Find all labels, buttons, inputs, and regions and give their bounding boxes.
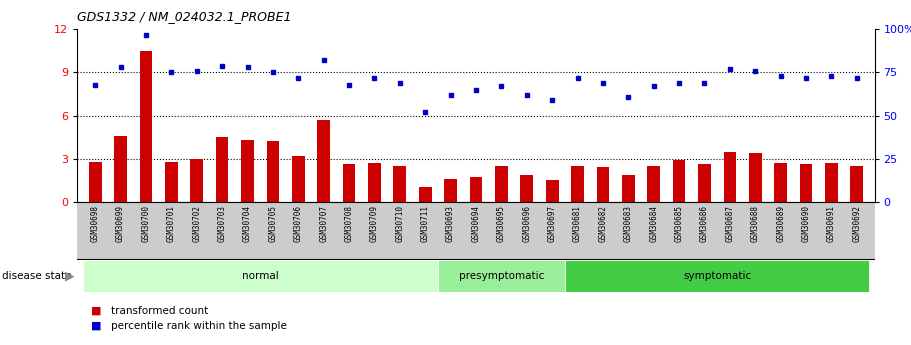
Text: symptomatic: symptomatic	[683, 271, 752, 281]
Bar	[723, 151, 736, 202]
Text: GSM30690: GSM30690	[802, 205, 811, 242]
Bar	[419, 187, 432, 202]
Bar	[139, 51, 152, 202]
Bar	[438, 260, 565, 292]
Text: GSM30700: GSM30700	[141, 205, 150, 242]
Text: GSM30682: GSM30682	[599, 205, 608, 242]
Text: ■: ■	[91, 306, 102, 315]
Text: GSM30695: GSM30695	[496, 205, 506, 242]
Text: GSM30687: GSM30687	[725, 205, 734, 242]
Bar	[648, 166, 660, 202]
Text: GSM30685: GSM30685	[674, 205, 683, 242]
Bar	[445, 179, 457, 202]
Bar	[565, 260, 869, 292]
Bar	[546, 180, 558, 202]
Text: GSM30704: GSM30704	[243, 205, 252, 242]
Bar	[190, 159, 203, 202]
Bar	[165, 161, 178, 202]
Text: GSM30692: GSM30692	[853, 205, 861, 242]
Bar	[622, 175, 635, 202]
Bar	[343, 165, 355, 202]
Bar	[216, 137, 229, 202]
Text: GDS1332 / NM_024032.1_PROBE1: GDS1332 / NM_024032.1_PROBE1	[77, 10, 292, 23]
Bar	[394, 166, 406, 202]
Bar	[851, 166, 863, 202]
Bar	[241, 140, 254, 202]
Text: percentile rank within the sample: percentile rank within the sample	[111, 321, 287, 331]
Bar	[774, 163, 787, 202]
Bar	[597, 167, 609, 202]
Text: GSM30693: GSM30693	[446, 205, 456, 242]
Text: GSM30697: GSM30697	[548, 205, 557, 242]
Text: GSM30702: GSM30702	[192, 205, 201, 242]
Text: GSM30681: GSM30681	[573, 205, 582, 242]
Text: GSM30701: GSM30701	[167, 205, 176, 242]
Text: GSM30686: GSM30686	[700, 205, 709, 242]
Bar	[698, 165, 711, 202]
Bar	[672, 160, 685, 202]
Bar	[749, 153, 762, 202]
Bar	[368, 163, 381, 202]
Text: ■: ■	[91, 321, 102, 331]
Text: GSM30684: GSM30684	[650, 205, 659, 242]
Text: GSM30707: GSM30707	[319, 205, 328, 242]
Bar	[89, 161, 101, 202]
Text: GSM30698: GSM30698	[91, 205, 99, 242]
Bar	[114, 136, 127, 202]
Text: GSM30699: GSM30699	[116, 205, 125, 242]
Bar	[825, 163, 838, 202]
Text: GSM30694: GSM30694	[472, 205, 480, 242]
Bar	[495, 166, 507, 202]
Text: GSM30708: GSM30708	[344, 205, 353, 242]
Text: GSM30711: GSM30711	[421, 205, 430, 242]
Text: GSM30705: GSM30705	[269, 205, 278, 242]
Text: GSM30688: GSM30688	[751, 205, 760, 242]
Bar	[470, 177, 482, 202]
Text: GSM30683: GSM30683	[624, 205, 633, 242]
Text: GSM30703: GSM30703	[218, 205, 227, 242]
Bar	[83, 260, 438, 292]
Bar	[800, 165, 813, 202]
Text: ▶: ▶	[66, 269, 75, 283]
Text: presymptomatic: presymptomatic	[459, 271, 544, 281]
Text: GSM30689: GSM30689	[776, 205, 785, 242]
Text: GSM30691: GSM30691	[827, 205, 836, 242]
Text: disease state: disease state	[2, 271, 71, 281]
Bar	[267, 141, 280, 202]
Text: GSM30710: GSM30710	[395, 205, 404, 242]
Bar	[317, 120, 330, 202]
Bar	[571, 166, 584, 202]
Text: normal: normal	[241, 271, 279, 281]
Bar	[520, 175, 533, 202]
Bar	[292, 156, 304, 202]
Text: GSM30696: GSM30696	[522, 205, 531, 242]
Text: transformed count: transformed count	[111, 306, 209, 315]
Text: GSM30706: GSM30706	[293, 205, 302, 242]
Text: GSM30709: GSM30709	[370, 205, 379, 242]
